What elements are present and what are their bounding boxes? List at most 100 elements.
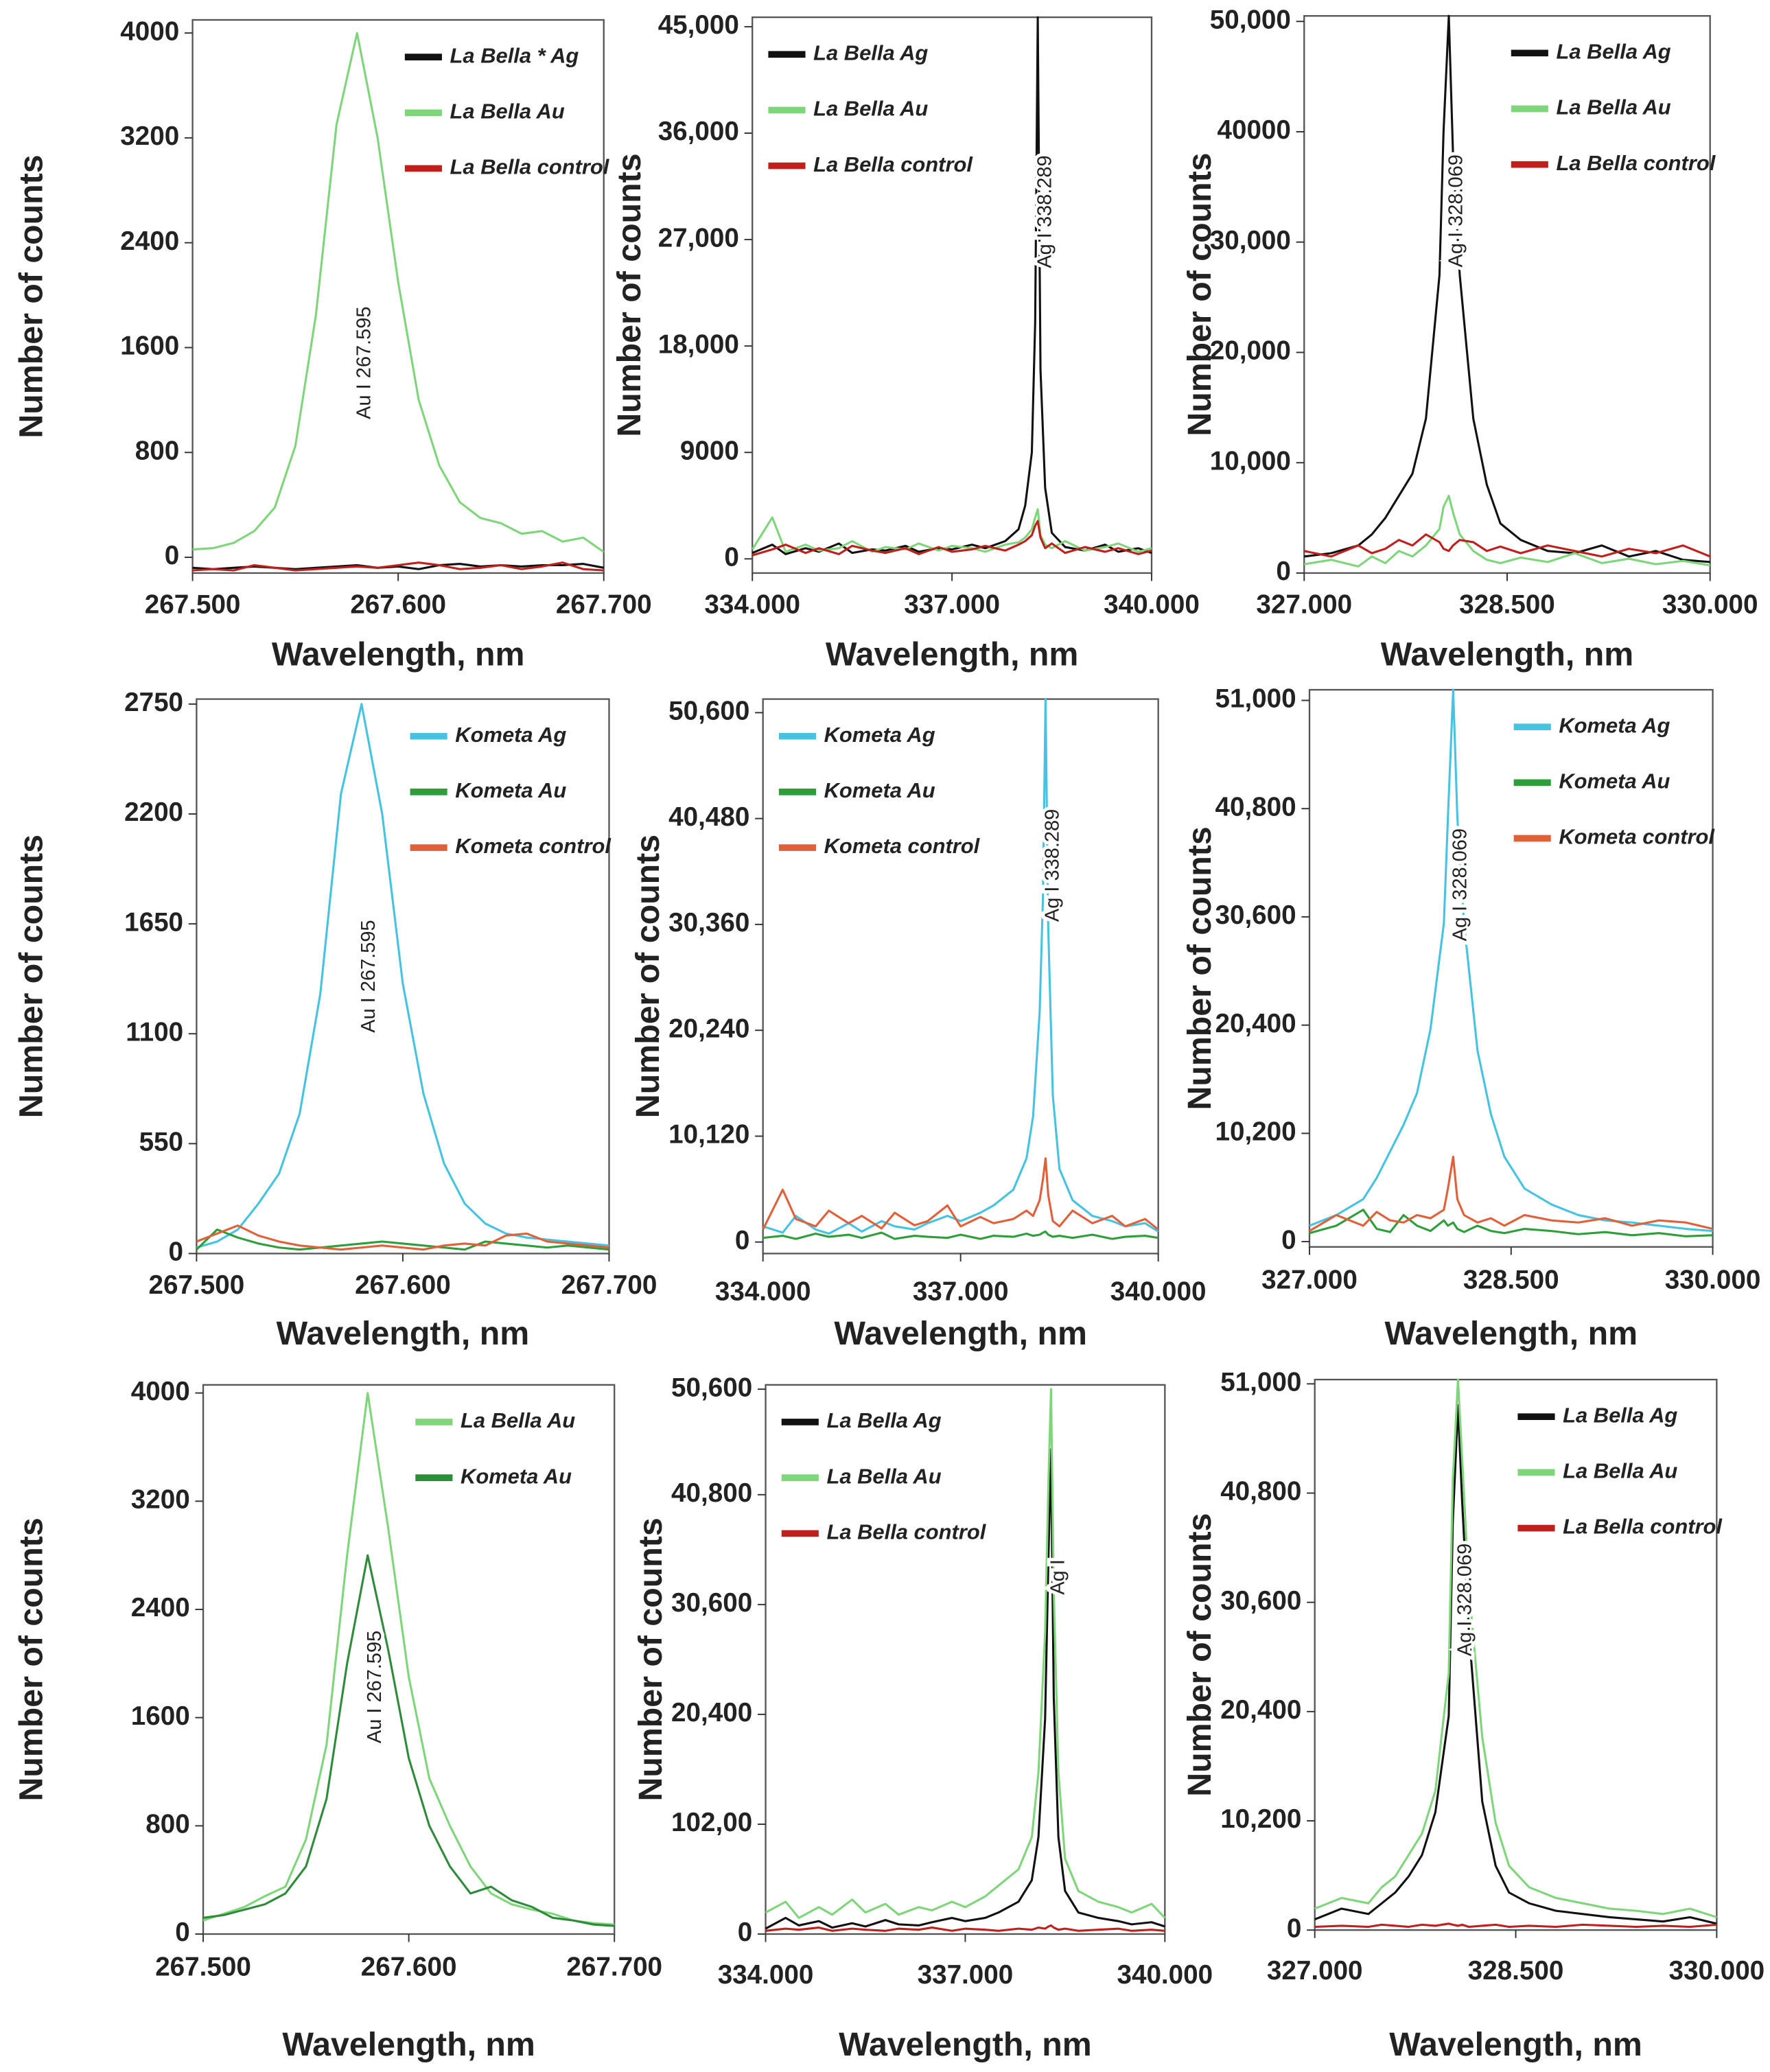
series-line <box>1309 1155 1713 1232</box>
legend-label: La Bella control <box>813 152 973 176</box>
legend-label: La Bella Ag <box>813 40 928 65</box>
y-tick-label: 3200 <box>120 121 179 151</box>
y-tick-label: 10,200 <box>1215 1117 1296 1147</box>
y-tick-label: 102,00 <box>671 1808 752 1837</box>
y-tick-label: 20,240 <box>668 1014 749 1043</box>
y-tick-label: 40,800 <box>1220 1477 1301 1506</box>
x-axis-label: Wavelength, nm <box>1385 1315 1638 1352</box>
panel: 0 10,200 20,400 30,600 40,800 51,000 327.000 32… <box>1181 1368 1765 2064</box>
legend-label: La Bella control <box>1563 1515 1723 1539</box>
x-tick-label: 267.700 <box>561 1270 657 1300</box>
y-tick-label: 9000 <box>680 436 739 465</box>
panel: 0 102,00 20,400 30,600 40,800 50,600 334.000 33… <box>632 1373 1213 2063</box>
panel: 0 10,200 20,400 30,600 40,800 51,000 327.000 32… <box>1181 684 1760 1352</box>
x-tick-label: 330.000 <box>1662 590 1758 619</box>
annotation: Ag I <box>1047 1559 1069 1595</box>
x-tick-label: 327.000 <box>1261 1265 1358 1294</box>
x-tick-label: 267.600 <box>355 1270 451 1300</box>
series-line <box>196 1224 609 1251</box>
x-tick-label: 267.600 <box>361 1952 457 1981</box>
series-line <box>1304 14 1710 563</box>
series-line <box>752 16 1152 555</box>
panel: 0 9000 18,000 27,000 36,000 45,000 334.000 337.… <box>611 10 1200 673</box>
legend-label: Kometa Au <box>461 1464 572 1488</box>
panel: 0 800 1600 2400 3200 4000 267.500 267.600 267.70… <box>12 16 651 673</box>
x-axis-label: Wavelength, nm <box>826 636 1079 673</box>
y-tick-label: 36,000 <box>658 117 739 146</box>
y-tick-label: 550 <box>139 1128 183 1157</box>
y-tick-label: 0 <box>169 1237 184 1267</box>
legend-label: Kometa control <box>1559 825 1715 849</box>
y-tick-label: 20,000 <box>1210 336 1291 366</box>
annotation: Au I 267.595 <box>364 1631 386 1743</box>
x-tick-label: 267.500 <box>149 1270 245 1300</box>
x-tick-label: 340.000 <box>1104 590 1200 619</box>
y-tick-label: 4000 <box>120 16 179 46</box>
legend-label: La Bella Au <box>826 1464 941 1488</box>
plot-frame <box>202 1384 616 1935</box>
y-axis-label: Number of counts <box>12 835 49 1118</box>
panel: 0 10,120 20,240 30,360 40,480 50,600 334.000 33… <box>629 697 1206 1352</box>
annotation: Ag I 328.069 <box>1449 828 1471 941</box>
y-tick-label: 30,600 <box>1215 900 1296 930</box>
x-tick-label: 330.000 <box>1669 1956 1765 1986</box>
series-line <box>196 1228 609 1251</box>
y-axis-label: Number of counts <box>1181 152 1218 436</box>
series-line <box>192 561 604 572</box>
series-line <box>765 1388 1166 1919</box>
x-tick-label: 327.000 <box>1256 590 1352 619</box>
y-tick-label: 30,600 <box>1220 1586 1301 1616</box>
x-axis-label: Wavelength, nm <box>1381 636 1634 673</box>
x-axis-label: Wavelength, nm <box>277 1315 530 1352</box>
y-tick-label: 51,000 <box>1215 684 1296 714</box>
plot-frame <box>191 19 605 574</box>
series-line <box>1303 533 1711 558</box>
panel: 0 800 1600 2400 3200 4000 267.500 267.600 267.70… <box>12 1377 662 2063</box>
legend-label: Kometa Ag <box>455 723 566 747</box>
legend-label: La Bella Ag <box>1563 1403 1677 1427</box>
plot-frame <box>762 698 1159 1255</box>
legend-label: La Bella * Ag <box>450 43 579 67</box>
plot-frame <box>765 1384 1166 1935</box>
x-axis-label: Wavelength, nm <box>272 636 525 673</box>
y-tick-label: 0 <box>1276 557 1291 586</box>
y-tick-label: 800 <box>145 1810 189 1839</box>
x-tick-label: 327.000 <box>1267 1956 1363 1986</box>
legend-label: Kometa Au <box>824 778 935 802</box>
series-line <box>202 1554 615 1927</box>
legend-label: Kometa control <box>455 834 612 858</box>
x-tick-label: 340.000 <box>1110 1277 1207 1307</box>
y-tick-label: 1600 <box>120 331 179 361</box>
x-tick-label: 267.500 <box>155 1952 251 1981</box>
legend-label: La Bella Au <box>461 1408 575 1432</box>
y-tick-label: 45,000 <box>658 10 739 40</box>
x-tick-label: 267.600 <box>350 590 446 619</box>
series-line <box>765 1448 1165 1930</box>
y-tick-label: 30,600 <box>671 1588 752 1618</box>
y-tick-label: 40,480 <box>668 802 749 832</box>
plot-frame <box>1303 15 1711 574</box>
y-tick-label: 50,000 <box>1210 5 1291 34</box>
legend-label: Kometa Au <box>1559 769 1670 793</box>
annotation: Au I 267.595 <box>358 920 380 1032</box>
x-tick-label: 267.500 <box>145 590 241 619</box>
y-tick-label: 0 <box>738 1918 753 1947</box>
series-line <box>762 1230 1158 1240</box>
y-tick-label: 2200 <box>124 798 183 827</box>
x-tick-label: 328.500 <box>1468 1956 1564 1986</box>
plot-frame <box>1308 688 1714 1248</box>
plot-frame <box>752 16 1153 574</box>
x-axis-label: Wavelength, nm <box>839 2026 1092 2063</box>
y-tick-label: 0 <box>724 542 739 572</box>
annotation: Au I 267.595 <box>353 306 375 419</box>
y-tick-label: 0 <box>165 541 180 570</box>
x-tick-label: 328.500 <box>1459 590 1555 619</box>
y-tick-label: 0 <box>175 1918 190 1947</box>
y-tick-label: 2400 <box>120 226 179 256</box>
legend-label: Kometa Ag <box>824 723 935 747</box>
y-tick-label: 0 <box>1281 1225 1296 1255</box>
series-line <box>1309 688 1713 1233</box>
legend-label: La Bella Ag <box>1556 39 1670 63</box>
x-tick-label: 337.000 <box>918 1960 1014 1990</box>
legend-label: La Bella Au <box>1563 1459 1677 1483</box>
